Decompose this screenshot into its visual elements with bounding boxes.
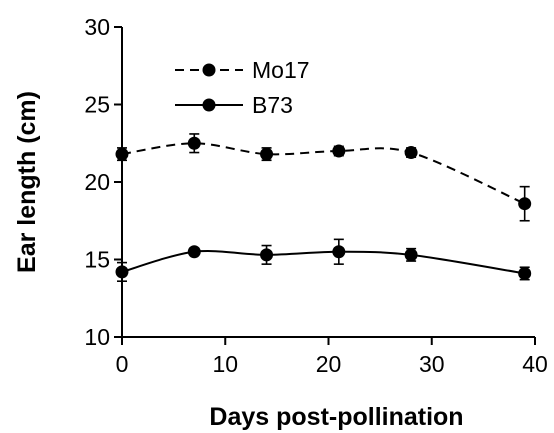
data-point [115,265,129,279]
legend-marker [202,98,216,112]
y-tick-label: 15 [84,247,110,273]
data-point [332,245,346,259]
x-tick-label: 10 [212,351,238,377]
legend-label: B73 [252,92,293,118]
x-tick-label: 40 [522,351,548,377]
data-point [260,248,274,262]
series-line [121,142,526,205]
data-point [404,146,418,160]
x-tick-label: 30 [419,351,445,377]
series-mo17 [115,133,532,222]
data-point [260,147,274,161]
legend-label: Mo17 [252,57,310,83]
series-b73 [115,238,532,283]
series-layer [115,133,532,283]
data-point [518,197,532,211]
y-tick-label: 10 [84,324,110,350]
data-point [518,266,532,280]
data-point [115,147,129,161]
y-tick-label: 30 [84,14,110,40]
y-tick-label: 25 [84,92,110,118]
legend-marker [202,63,216,77]
y-axis-title: Ear length (cm) [13,91,41,273]
x-tick-label: 20 [316,351,342,377]
x-tick-label: 0 [116,351,129,377]
series-line [121,250,525,275]
data-point [332,144,346,158]
x-axis-title: Days post-pollination [209,403,463,431]
data-point [187,136,201,150]
data-point [404,248,418,262]
y-tick-label: 20 [84,169,110,195]
data-point [187,245,201,259]
legend: Mo17 B73 [175,57,310,118]
